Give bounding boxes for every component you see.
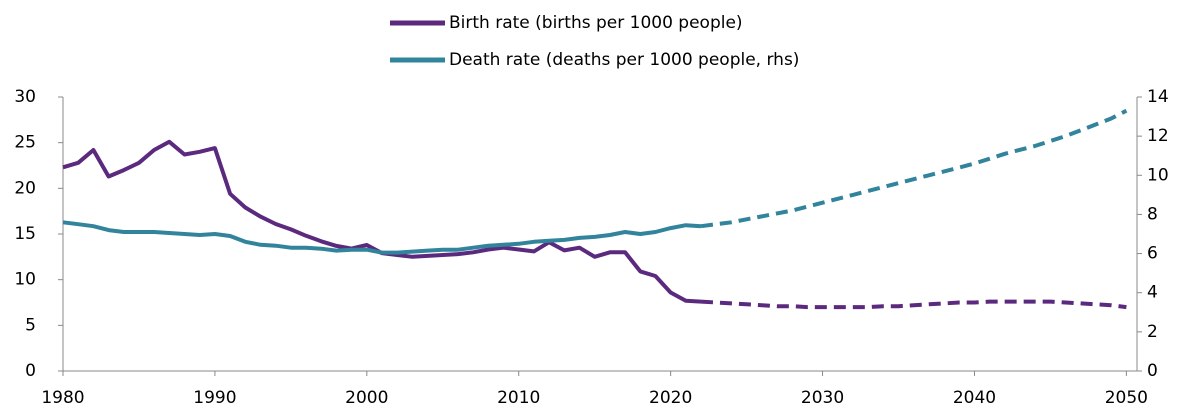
y2-tick-label: 6 <box>1147 244 1158 264</box>
y2-tick-label: 10 <box>1147 165 1169 185</box>
legend-label: Death rate (deaths per 1000 people, rhs) <box>449 50 799 70</box>
x-tick-label: 2050 <box>1105 388 1148 408</box>
y2-tick-label: 12 <box>1147 126 1169 146</box>
y-tick-label: 0 <box>25 361 36 381</box>
y2-tick-label: 4 <box>1147 283 1158 303</box>
y2-tick-label: 0 <box>1147 361 1158 381</box>
x-tick-label: 2000 <box>345 388 388 408</box>
y-tick-label: 30 <box>14 87 36 107</box>
projection-line <box>700 108 1128 229</box>
x-tick-label: 1980 <box>41 388 84 408</box>
x-tick-label: 2030 <box>801 388 844 408</box>
y-tick-label: 20 <box>14 178 36 198</box>
series-line <box>62 220 702 255</box>
x-tick-label: 1990 <box>193 388 236 408</box>
projection-line <box>700 299 1127 310</box>
x-tick-label: 2020 <box>649 388 692 408</box>
legend-label: Birth rate (births per 1000 people) <box>449 13 743 33</box>
y-tick-label: 10 <box>14 270 36 290</box>
y-tick-label: 5 <box>25 315 36 335</box>
y2-tick-label: 8 <box>1147 204 1158 224</box>
series-line <box>62 139 702 304</box>
x-tick-label: 2010 <box>497 388 540 408</box>
x-tick-label: 2040 <box>953 388 996 408</box>
y2-tick-label: 2 <box>1147 322 1158 342</box>
y-tick-label: 15 <box>14 224 36 244</box>
y2-tick-label: 14 <box>1147 87 1169 107</box>
y-tick-label: 25 <box>14 133 36 153</box>
